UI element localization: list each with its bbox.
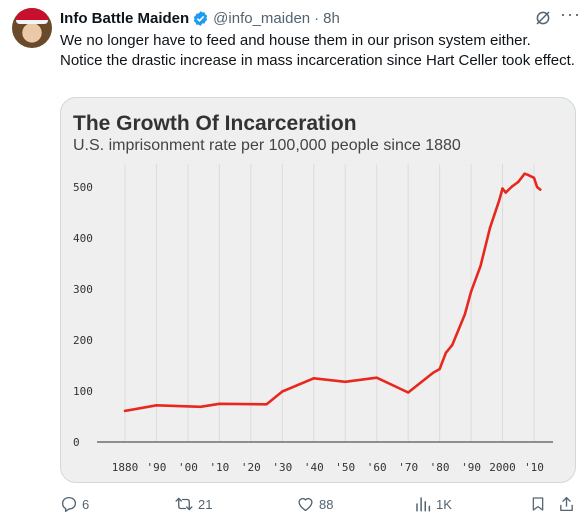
x-tick-label-12: 2000 — [489, 461, 516, 474]
bookmark-icon — [532, 497, 544, 511]
data-point-14 — [463, 313, 466, 316]
x-tick-label-4: '20 — [241, 461, 261, 474]
series-line — [123, 172, 542, 413]
data-point-4 — [265, 403, 268, 406]
data-point-19 — [501, 187, 504, 190]
data-point-24 — [526, 173, 529, 176]
data-point-20 — [504, 191, 507, 194]
y-tick-label-4: 400 — [73, 232, 93, 245]
reply-icon — [61, 496, 77, 513]
y-tick-label-3: 300 — [73, 283, 93, 296]
data-point-23 — [523, 172, 526, 175]
author-handle[interactable]: @info_maiden — [213, 9, 311, 27]
x-tick-label-3: '10 — [209, 461, 229, 474]
line-chart: 0 100 200 300 400 500 1880 '90 '00 '10 '20 '30 '40 '5… — [73, 164, 553, 474]
retweet-count: 21 — [198, 496, 213, 512]
x-tick-label-8: '60 — [367, 461, 387, 474]
chart-subtitle: U.S. imprisonment rate per 100,000 peopl… — [73, 137, 461, 154]
y-tick-label-1: 100 — [73, 385, 93, 398]
views-icon — [416, 497, 431, 512]
data-point-7 — [344, 380, 347, 384]
retweet-button[interactable]: 21 — [174, 495, 212, 513]
reply-count: 6 — [82, 496, 90, 512]
data-point-3 — [218, 402, 221, 405]
x-tick-label-13: '10 — [524, 461, 544, 474]
x-tick-label-11: '90 — [461, 461, 481, 474]
x-tick-label-6: '40 — [304, 461, 324, 474]
like-button[interactable]: 88 — [296, 495, 333, 513]
action-bar: 6 21 88 1K — [60, 495, 575, 519]
views-count: 1K — [436, 496, 452, 512]
data-point-0 — [123, 409, 127, 413]
x-tick-label-10: '80 — [430, 461, 450, 474]
data-point-6 — [312, 377, 315, 380]
like-icon — [298, 497, 313, 512]
data-point-27 — [539, 188, 542, 191]
data-point-5 — [281, 390, 284, 393]
avatar[interactable] — [12, 8, 52, 48]
author-name[interactable]: Info Battle Maiden — [60, 9, 190, 27]
data-point-11 — [438, 367, 441, 371]
share-button[interactable] — [558, 495, 575, 513]
share-icon — [560, 496, 573, 512]
data-point-15 — [469, 290, 473, 293]
data-point-10 — [432, 371, 435, 374]
x-tick-label-2: '00 — [178, 461, 198, 474]
data-point-9 — [406, 391, 410, 394]
data-point-1 — [155, 404, 158, 407]
bookmark-button[interactable] — [530, 495, 546, 513]
x-tick-label-9: '70 — [398, 461, 418, 474]
data-point-2 — [199, 405, 202, 409]
data-point-12 — [444, 351, 448, 354]
data-point-13 — [451, 343, 454, 347]
like-count: 88 — [319, 496, 334, 512]
reply-button[interactable]: 6 — [60, 495, 89, 513]
chart-title: The Growth Of Incarceration — [73, 112, 357, 135]
more-icon[interactable]: ··· — [560, 4, 581, 24]
data-point-25 — [532, 176, 536, 180]
y-tick-label-2: 200 — [73, 334, 93, 347]
separator-dot: · — [314, 9, 320, 27]
x-tick-label-1: '90 — [147, 461, 167, 474]
x-tick-label-0: 1880 — [112, 461, 139, 474]
y-tick-label-5: 500 — [73, 181, 93, 194]
x-tick-label-7: '50 — [335, 461, 355, 474]
grok-icon[interactable] — [534, 9, 552, 32]
verified-badge-icon — [192, 10, 209, 27]
data-point-18 — [498, 198, 501, 201]
y-tick-label-0: 0 — [73, 436, 80, 449]
chart-card[interactable]: The Growth Of Incarceration U.S. impriso… — [60, 97, 576, 483]
data-point-22 — [517, 180, 520, 184]
data-point-26 — [535, 185, 539, 189]
data-point-17 — [488, 226, 492, 229]
santa-hat-decoration — [16, 8, 48, 24]
views-button[interactable]: 1K — [414, 495, 452, 513]
tweet-time[interactable]: 8h — [323, 9, 340, 27]
x-tick-label-5: '30 — [272, 461, 292, 474]
tweet-header: Info Battle Maiden @info_maiden · 8h — [60, 8, 340, 28]
tweet-text: We no longer have to feed and house them… — [60, 32, 575, 69]
data-point-8 — [375, 376, 378, 379]
data-point-16 — [479, 264, 482, 268]
retweet-icon — [175, 497, 193, 511]
data-point-21 — [510, 185, 514, 188]
